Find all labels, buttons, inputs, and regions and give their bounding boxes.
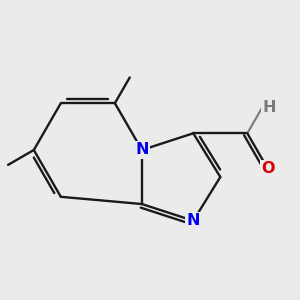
- Text: O: O: [261, 161, 274, 176]
- Text: N: N: [135, 142, 148, 158]
- Text: H: H: [262, 100, 276, 115]
- Text: N: N: [187, 213, 200, 228]
